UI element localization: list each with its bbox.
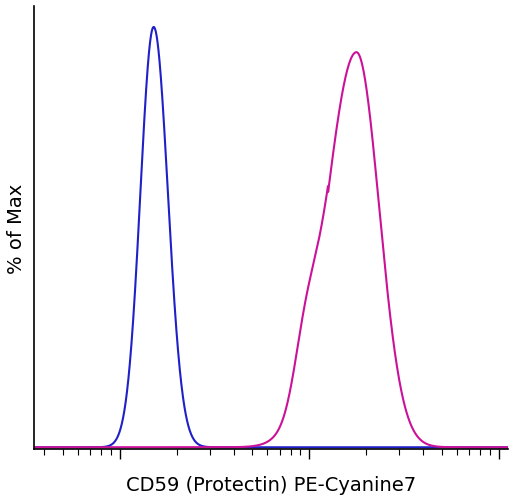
Y-axis label: % of Max: % of Max — [7, 183, 26, 273]
X-axis label: CD59 (Protectin) PE-Cyanine7: CD59 (Protectin) PE-Cyanine7 — [126, 475, 416, 494]
